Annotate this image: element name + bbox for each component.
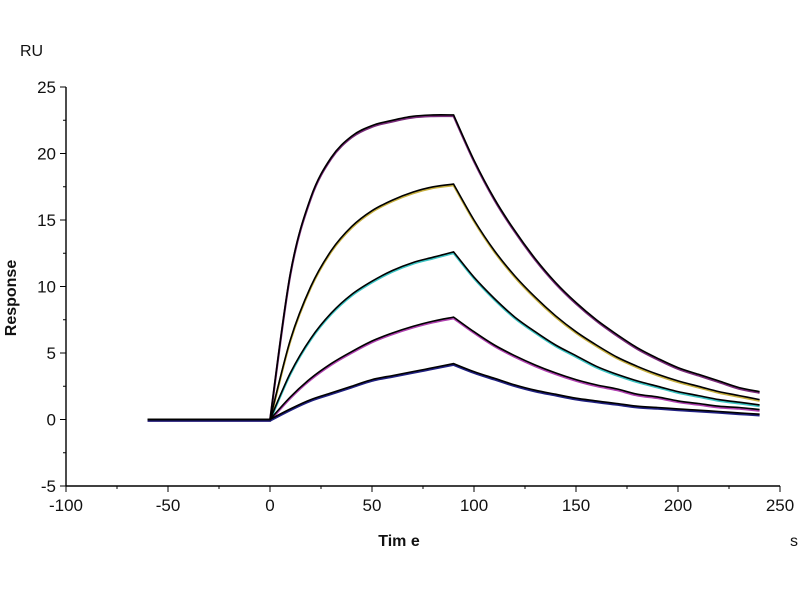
y-unit-label: RU bbox=[20, 43, 43, 60]
y-tick-label: 5 bbox=[47, 344, 56, 363]
series-1-fit-curve bbox=[147, 114, 760, 421]
x-tick-label: -50 bbox=[156, 496, 181, 515]
x-tick-label: 100 bbox=[460, 496, 488, 515]
y-tick-label: -5 bbox=[41, 477, 56, 496]
x-tick-label: -100 bbox=[49, 496, 83, 515]
series-3-measured-curve bbox=[147, 251, 760, 422]
x-unit-label: s bbox=[790, 533, 798, 550]
series-2-measured-curve bbox=[147, 184, 760, 422]
y-tick-label: 25 bbox=[37, 78, 56, 97]
series-4-fit-curve bbox=[147, 316, 760, 421]
y-tick-label: 10 bbox=[37, 278, 56, 297]
y-tick-label: 20 bbox=[37, 145, 56, 164]
series-5-measured-curve bbox=[147, 363, 760, 422]
x-axis-title: Tim e bbox=[378, 533, 420, 550]
x-tick-label: 50 bbox=[363, 496, 382, 515]
y-axis-title: Response bbox=[3, 260, 20, 337]
x-tick-label: 0 bbox=[265, 496, 274, 515]
x-tick-label: 200 bbox=[664, 496, 692, 515]
series-1-measured-curve bbox=[147, 114, 760, 422]
x-tick-label: 250 bbox=[766, 496, 794, 515]
y-tick-label: 0 bbox=[47, 411, 56, 430]
series-4-measured-curve bbox=[147, 317, 760, 422]
y-tick-label: 15 bbox=[37, 211, 56, 230]
series-3-fit-curve bbox=[147, 250, 760, 421]
x-tick-label: 150 bbox=[562, 496, 590, 515]
series-5-fit-curve bbox=[147, 362, 760, 421]
plot-area bbox=[147, 114, 760, 422]
series-2-fit-curve bbox=[147, 183, 760, 421]
